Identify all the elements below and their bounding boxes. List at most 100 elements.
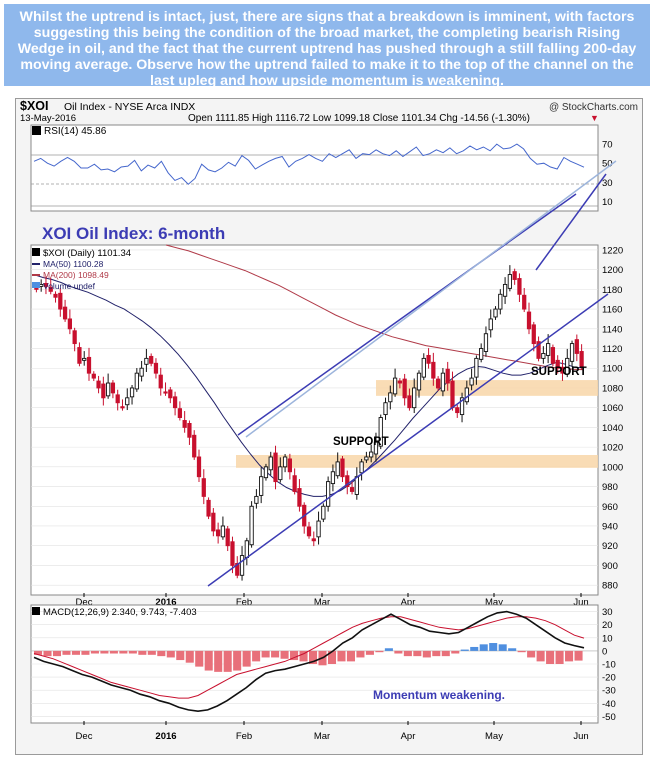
x-tick-label: 2016 <box>155 597 176 608</box>
candle <box>120 399 125 411</box>
macd-hist-bar <box>147 650 156 655</box>
rsi-panel: RSI(14) 45.86 70 50 30 10 <box>30 124 613 212</box>
channel-lower-line <box>207 293 609 587</box>
candle <box>230 536 235 574</box>
candle <box>498 289 503 315</box>
price-tick: 980 <box>602 482 618 493</box>
macd-hist-bar <box>90 650 99 654</box>
candle <box>316 511 321 545</box>
ma200-line <box>165 244 585 371</box>
x-tick-label: Dec <box>76 731 93 742</box>
candle <box>292 468 297 495</box>
candle <box>416 370 422 398</box>
candle <box>239 546 245 581</box>
candle <box>58 288 63 317</box>
candle <box>306 521 312 539</box>
macd-hist-bar <box>346 650 355 662</box>
macd-hist-bar <box>280 650 289 659</box>
price-tick: 880 <box>602 581 618 592</box>
support-band-lower <box>236 455 598 468</box>
candle <box>77 342 82 367</box>
candle <box>115 389 120 411</box>
macd-hist-bar <box>271 650 280 658</box>
macd-tick: -20 <box>602 673 616 684</box>
price-tick: 920 <box>602 541 618 552</box>
macd-hist-bar <box>299 650 308 662</box>
macd-hist-bar <box>489 643 498 651</box>
candle <box>349 480 355 495</box>
caption-text: Whilst the uptrend is intact, just, ther… <box>4 4 650 89</box>
macd-hist-bar <box>356 650 365 658</box>
macd-hist-bar <box>403 650 412 657</box>
candle <box>182 411 187 433</box>
candle <box>287 453 292 480</box>
candle <box>502 277 508 304</box>
macd-hist-bar <box>574 650 583 661</box>
candle <box>440 368 446 397</box>
candle <box>560 359 565 381</box>
rsi-line <box>33 143 585 185</box>
candle <box>407 388 412 411</box>
macd-hist-bar <box>43 650 52 657</box>
candle <box>129 385 135 405</box>
macd-hist-bar <box>204 650 213 671</box>
candle <box>469 368 474 391</box>
macd-hist-bar <box>508 648 517 651</box>
candle <box>235 556 240 579</box>
macd-tick: 30 <box>602 607 613 618</box>
price-tick: 1140 <box>602 324 622 335</box>
candle <box>574 334 579 362</box>
candle <box>53 291 58 303</box>
macd-hist-bar <box>479 644 488 651</box>
macd-hist-bar <box>451 650 460 654</box>
candle <box>431 352 436 386</box>
macd-tick: -40 <box>602 699 616 710</box>
chart-symbol: $XOI <box>20 99 49 113</box>
candle <box>388 385 393 410</box>
candle <box>464 380 469 405</box>
channel-upper-extension <box>535 173 607 271</box>
price-legend: $XOI (Daily) 1101.34 MA(50) 1100.28 MA(2… <box>32 248 131 291</box>
macd-tick: 10 <box>602 633 613 644</box>
wedge-upper-line <box>245 160 617 438</box>
candle <box>459 392 465 423</box>
candle <box>369 444 374 463</box>
candle <box>359 458 364 481</box>
macd-hist-bar <box>185 650 194 663</box>
price-tick: 1000 <box>602 462 623 473</box>
candle <box>488 309 493 338</box>
candle <box>373 432 379 462</box>
x-tick-label: Feb <box>236 597 252 608</box>
candle <box>163 382 168 396</box>
candle <box>249 501 254 548</box>
candle <box>455 404 460 418</box>
candle <box>297 479 302 512</box>
ohlc-readout: Open 1111.85 High 1116.72 Low 1099.18 Cl… <box>188 113 530 124</box>
candle <box>196 449 202 483</box>
candle <box>67 309 72 335</box>
macd-line <box>33 610 585 713</box>
legend-price: $XOI (Daily) 1101.34 <box>43 248 131 259</box>
rsi-tick: 50 <box>602 159 613 170</box>
candle <box>340 455 345 483</box>
candle <box>579 344 584 370</box>
rsi-label: RSI(14) 45.86 <box>44 126 107 137</box>
candle <box>541 346 546 364</box>
candle <box>512 268 517 285</box>
candle <box>522 287 527 313</box>
macd-hist-bar <box>252 650 261 662</box>
candle <box>153 358 159 379</box>
candle <box>445 361 450 391</box>
macd-hist-bar <box>517 650 526 653</box>
macd-hist-bar <box>157 650 166 657</box>
candle <box>397 378 402 389</box>
price-panel: SUPPORT SUPPORT XOI Oil Index: 6-month $… <box>30 160 623 596</box>
candle <box>282 454 288 473</box>
candle <box>569 340 575 367</box>
macd-hist-bar <box>470 646 479 651</box>
candle <box>187 420 192 445</box>
candle <box>259 467 264 504</box>
candle <box>206 497 211 520</box>
candle <box>220 516 226 540</box>
candle <box>139 360 144 382</box>
